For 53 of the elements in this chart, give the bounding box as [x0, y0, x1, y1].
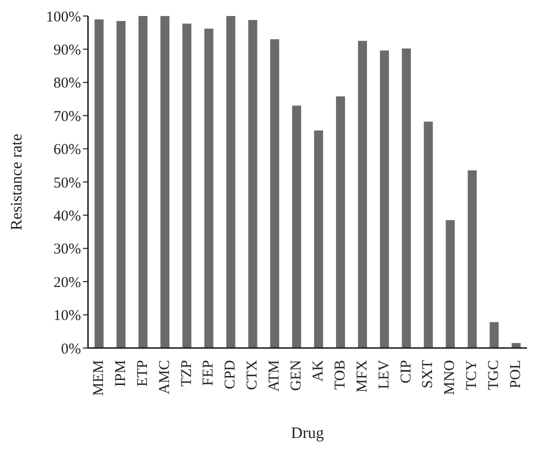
y-tick-label: 70% — [54, 108, 81, 125]
bar — [94, 19, 104, 348]
x-tick-label: FEP — [200, 360, 217, 386]
x-tick-label: POL — [508, 360, 524, 388]
y-tick-label: 100% — [46, 9, 81, 26]
x-tick-label: CIP — [398, 360, 414, 384]
bar — [358, 40, 367, 348]
y-axis-title: Resistance rate — [8, 134, 26, 230]
x-tick-label: SXT — [420, 360, 436, 388]
y-tick-label: 90% — [54, 42, 81, 59]
bar — [226, 16, 236, 348]
x-tick-label: CPD — [222, 360, 239, 390]
bar — [248, 20, 258, 348]
x-tick-label: TGC — [486, 360, 502, 390]
x-tick-label: MEM — [90, 360, 107, 396]
y-tick-label: 20% — [54, 274, 81, 291]
x-tick-label: MNO — [442, 360, 458, 396]
y-tick-label: 0% — [61, 341, 81, 358]
bar — [512, 343, 521, 348]
bar — [138, 16, 148, 348]
x-tick-label: MFX — [354, 360, 370, 393]
y-tick-label: 60% — [54, 142, 81, 158]
bar — [314, 130, 324, 348]
x-tick-label: ATM — [266, 360, 283, 392]
x-tick-label: TCY — [464, 360, 480, 390]
y-tick-label: 80% — [54, 76, 81, 92]
x-tick-label: TZP — [178, 360, 195, 387]
bar — [490, 322, 499, 348]
bar — [402, 48, 411, 348]
x-axis-title: Drug — [291, 425, 324, 442]
bar — [182, 24, 192, 348]
y-tick-label: 10% — [54, 308, 81, 324]
bar — [424, 122, 433, 348]
bar — [160, 16, 170, 348]
x-tick-label: ETP — [134, 360, 151, 387]
bar — [204, 28, 214, 348]
x-tick-label: TOB — [332, 360, 348, 390]
x-tick-label: LEV — [376, 360, 392, 390]
bar — [116, 20, 126, 348]
bar — [270, 39, 280, 348]
bar — [446, 220, 455, 348]
x-tick-label: GEN — [288, 360, 305, 391]
bar — [292, 106, 302, 348]
x-tick-label: IPM — [112, 360, 129, 387]
y-tick-label: 40% — [54, 208, 81, 225]
x-tick-label: AMC — [156, 360, 173, 394]
bar — [336, 96, 346, 348]
bar — [468, 170, 477, 348]
x-tick-label: AK — [310, 360, 326, 382]
bar — [380, 50, 389, 348]
y-tick-label: 30% — [54, 242, 81, 258]
x-tick-label: CTX — [244, 360, 261, 390]
y-tick-label: 50% — [54, 175, 81, 192]
